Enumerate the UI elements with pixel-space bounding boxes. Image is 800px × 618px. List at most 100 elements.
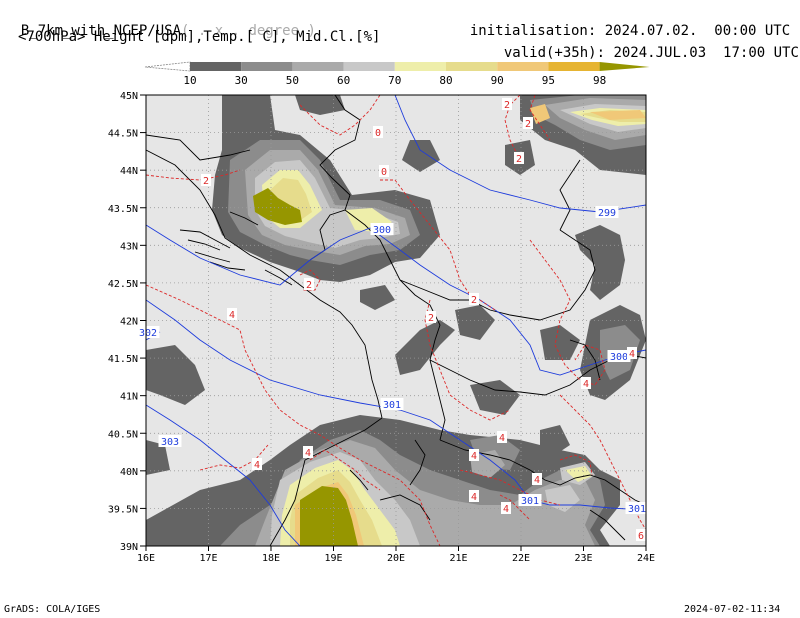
- temp-label-bg: [304, 278, 314, 290]
- temp-label: 4: [305, 448, 311, 459]
- colorbar-swatch: [190, 62, 242, 71]
- colorbar-label: 30: [235, 74, 248, 87]
- colorbar-swatch: [292, 62, 344, 71]
- temp-label: 4: [583, 379, 589, 390]
- longitude-label: 24E: [637, 553, 655, 564]
- grid: [146, 95, 646, 546]
- height-label-bg: [370, 223, 394, 235]
- temp-label-bg: [636, 529, 646, 541]
- colorbar-label: 50: [286, 74, 299, 87]
- latitude-label: 42.5N: [108, 279, 138, 290]
- colorbar-swatch: [497, 62, 549, 71]
- header-model-line: B_7km_with_NCEP/USA( . x . degree ): [4, 7, 316, 39]
- footer-timestamp: 2024-07-02-11:34: [684, 604, 781, 615]
- height-label-bg: [158, 435, 182, 447]
- temp-label-bg: [523, 117, 533, 129]
- temp-label: 4: [534, 475, 540, 486]
- longitude-label: 18E: [262, 553, 280, 564]
- temp-label: 4: [629, 349, 635, 360]
- height-label: 301: [383, 400, 401, 411]
- temp-label-bg: [426, 311, 436, 323]
- latitude-label: 44.5N: [108, 129, 138, 140]
- temp-label-bg: [514, 152, 524, 164]
- temp-label: 4: [254, 460, 260, 471]
- valid-line: valid(+35h): 2024.JUL.03 17:00 UTC: [487, 29, 799, 61]
- latitude-label: 45N: [120, 91, 138, 102]
- longitude-label: 23E: [574, 553, 592, 564]
- temp-label: 4: [503, 504, 509, 515]
- temp-label: 4: [499, 433, 505, 444]
- latitude-label: 43N: [120, 241, 138, 252]
- latitude-label: 42N: [120, 317, 138, 328]
- longitude-label: 19E: [324, 553, 342, 564]
- temp-label-bg: [532, 473, 542, 485]
- height-label: 300: [373, 225, 391, 236]
- temp-label-bg: [581, 377, 591, 389]
- colorbar-label: 70: [388, 74, 401, 87]
- height-label: 302: [139, 328, 157, 339]
- latitude-label: 39N: [120, 542, 138, 553]
- longitude-label: 20E: [387, 553, 405, 564]
- footer-credit: GrADS: COLA/IGES: [4, 604, 101, 615]
- height-label-bg: [136, 326, 160, 338]
- latitude-label: 41N: [120, 392, 138, 403]
- height-label: 301: [628, 504, 646, 515]
- valid-value: 2024.JUL.03 17:00 UTC: [613, 45, 799, 61]
- temp-label-bg: [627, 347, 637, 359]
- temp-label: 0: [381, 167, 387, 178]
- model-name: B_7km_with_NCEP/USA: [20, 23, 182, 39]
- init-value: 2024.07.02. 00:00 UTC: [604, 23, 791, 39]
- temp-label-bg: [469, 449, 479, 461]
- temp-label-bg: [373, 126, 383, 138]
- temp-label: 6: [638, 531, 644, 542]
- colorbar-label: 10: [183, 74, 196, 87]
- temp-label-bg: [469, 293, 479, 305]
- height-label-bg: [595, 206, 619, 218]
- height-label-bg: [518, 494, 542, 506]
- colorbar-label: 98: [593, 74, 606, 87]
- longitude-label: 21E: [449, 553, 467, 564]
- longitude-label: 17E: [199, 553, 217, 564]
- longitude-label: 16E: [137, 553, 155, 564]
- valid-label: valid(+35h):: [503, 45, 606, 61]
- temp-label: 2: [428, 313, 434, 324]
- latitude-axis: 45N 44.5N 44N 43.5N 43N 42.5N 42N 41.5N 41N 40.5N…: [108, 91, 146, 553]
- latitude-label: 40.5N: [108, 429, 138, 440]
- colorbar-label: 80: [439, 74, 452, 87]
- colorbar-label: 95: [542, 74, 555, 87]
- colorbar-label: 90: [491, 74, 504, 87]
- temp-label-bg: [497, 431, 507, 443]
- colorbar-swatch: [343, 62, 395, 71]
- temp-label-bg: [227, 308, 237, 320]
- colorbar-swatch: [241, 62, 293, 71]
- longitude-axis: 16E 17E 18E 19E 20E 21E 22E 23E 24E: [137, 546, 655, 564]
- longitude-label: 22E: [512, 553, 530, 564]
- height-label-bg: [625, 502, 649, 514]
- temp-label: 4: [229, 310, 235, 321]
- latitude-label: 39.5N: [108, 504, 138, 515]
- init-label: initialisation:: [469, 23, 597, 39]
- latitude-label: 43.5N: [108, 204, 138, 215]
- temp-label-bg: [303, 446, 313, 458]
- height-label: 299: [598, 208, 616, 219]
- temp-label-bg: [379, 165, 389, 177]
- unit-note: ( . x . degree ): [181, 23, 316, 39]
- temp-label-bg: [252, 458, 262, 470]
- latitude-label: 44N: [120, 166, 138, 177]
- height-label: 303: [161, 437, 179, 448]
- temp-label: 2: [306, 280, 312, 291]
- temp-label-bg: [501, 502, 511, 514]
- colorbar-swatch: [394, 62, 446, 71]
- temp-label: 2: [504, 100, 510, 111]
- height-contours: [146, 95, 646, 546]
- temp-label: 2: [471, 295, 477, 306]
- colorbar-swatch: [548, 62, 600, 71]
- height-label-bg: [380, 398, 404, 410]
- height-label-bg: [607, 350, 631, 362]
- temperature-labels: 0 0 2 2 2 2 2 2 2 4 4 4 4 4 4 4 4 4 4 6: [201, 98, 646, 542]
- temp-label: 2: [203, 176, 209, 187]
- temp-label: 4: [471, 451, 477, 462]
- init-line: initialisation: 2024.07.02. 00:00 UTC: [453, 7, 790, 39]
- colorbar-swatch: [446, 62, 498, 71]
